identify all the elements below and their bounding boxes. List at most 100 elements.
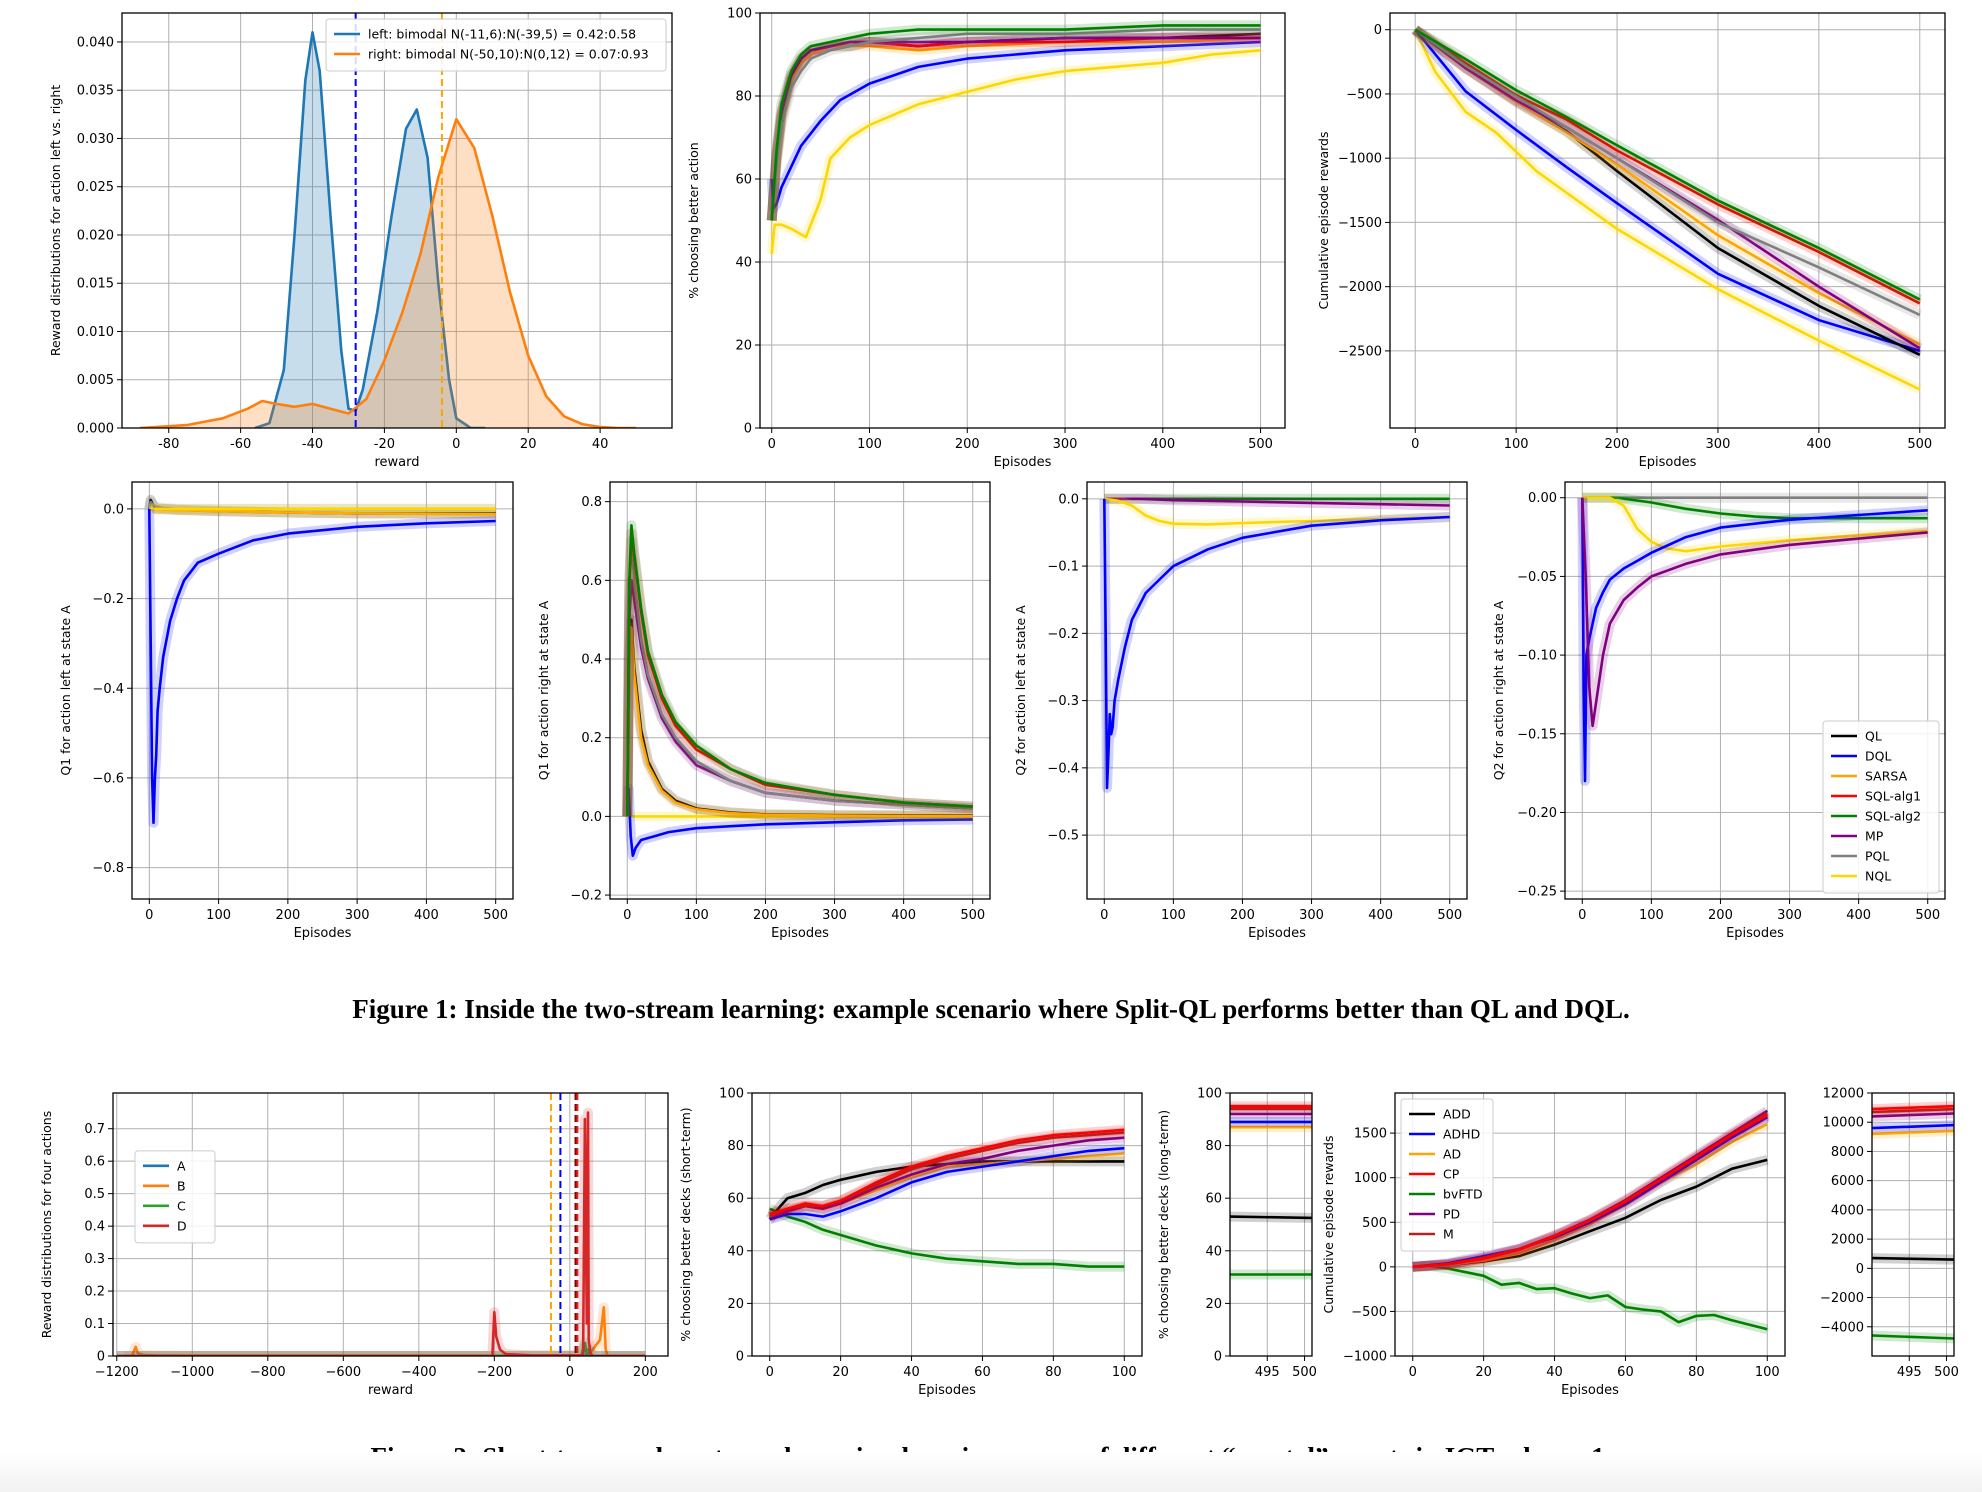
tick-labels: 495 500 −4000 −2000 0 2000 4000 6000 8000 10000 12… xyxy=(1820,1087,1959,1380)
y-tick-label: −1000 xyxy=(1343,1350,1387,1365)
y-axis-label: Q1 for action left at state A xyxy=(58,605,73,776)
y-axis-label: % choosing better decks (long-term) xyxy=(1156,1110,1171,1339)
y-tick-label: 12000 xyxy=(1823,1087,1864,1102)
x-tick-label: −800 xyxy=(250,1365,286,1380)
y-tick-label: 60 xyxy=(735,173,752,188)
y-tick-label: −2000 xyxy=(1820,1291,1864,1306)
legend-entry-cp: CP xyxy=(1443,1167,1460,1182)
x-tick-label: 500 xyxy=(960,908,985,923)
x-axis-label: Episodes xyxy=(1561,1383,1619,1398)
grid-lines xyxy=(1872,1092,1954,1356)
y-tick-label: 0.3 xyxy=(84,1252,105,1267)
x-tick-label: 400 xyxy=(891,908,916,923)
series-line-add xyxy=(1230,1215,1312,1220)
x-tick-label: 100 xyxy=(1755,1365,1780,1380)
x-tick-label: 200 xyxy=(1708,908,1733,923)
x-tick-label: 0 xyxy=(1409,1365,1417,1380)
y-axis-label: Q2 for action left at state A xyxy=(1013,605,1028,776)
y-tick-label: −0.15 xyxy=(1517,727,1557,742)
legend-entry-nql: NQL xyxy=(1865,869,1891,884)
y-tick-label: 2000 xyxy=(1831,1233,1864,1248)
legend-entry-pd: PD xyxy=(1443,1207,1460,1222)
y-tick-label: 0.1 xyxy=(84,1317,105,1332)
x-tick-label: 500 xyxy=(1292,1365,1317,1380)
x-axis-label: Episodes xyxy=(771,926,829,941)
tick-labels: 0 100 200 300 400 500 −0.25 −0.20 −0.15 −0.10 −0.0… xyxy=(1517,491,1940,923)
x-tick-label: 200 xyxy=(753,908,778,923)
y-axis-label: Reward distributions for four actions xyxy=(39,1111,54,1338)
y-tick-label: 0.4 xyxy=(581,653,602,668)
tick-labels: 0 100 200 300 400 500 −0.8 −0.6 −0.4 −0.2 0.0 xyxy=(92,502,508,923)
x-tick-label: -20 xyxy=(374,437,395,452)
plot-area xyxy=(1099,493,1450,793)
series-line-nql xyxy=(1104,497,1450,526)
series-line-sarsa xyxy=(626,626,973,818)
y-tick-label: −500 xyxy=(1346,87,1382,102)
band-b xyxy=(124,1302,646,1356)
series-line-dql xyxy=(1414,28,1921,353)
x-tick-label: 20 xyxy=(520,437,537,452)
series-line-left-bimodal-n-11-6-n-39 xyxy=(254,31,486,428)
tick-labels: 0 20 40 60 80 100 0 20 40 60 80 100 xyxy=(719,1087,1137,1380)
page-bottom-shade xyxy=(0,1452,1982,1492)
x-tick-label: −1200 xyxy=(95,1365,139,1380)
grid-lines xyxy=(132,482,513,899)
grid-lines xyxy=(1087,482,1467,899)
chart-f1a: -80 -60 -40 -20 0 20 40 0.000 0.005 0.010 0.015 0.0… xyxy=(48,12,673,470)
legend-entry-adhd: ADHD xyxy=(1443,1127,1480,1142)
series-line-dql xyxy=(148,508,496,825)
figure-1-caption: Figure 1: Inside the two-stream learning… xyxy=(352,994,1630,1024)
x-axis-label: reward xyxy=(374,455,419,470)
x-tick-label: −600 xyxy=(325,1365,361,1380)
series-line-pql xyxy=(1414,28,1921,317)
x-tick-label: 0 xyxy=(1100,908,1108,923)
axes-frame xyxy=(121,12,673,429)
series-line-cp xyxy=(1872,1104,1954,1111)
series-line-pql xyxy=(626,539,973,817)
band-sql-alg2 xyxy=(622,520,973,817)
y-tick-label: 60 xyxy=(1205,1192,1222,1207)
y-tick-label: −2500 xyxy=(1338,344,1382,359)
y-tick-label: −0.4 xyxy=(92,682,124,697)
chart-f1f: 0 100 200 300 400 500 −0.5 −0.4 −0.3 −0.2 −0.1 0.0 E… xyxy=(1013,481,1468,941)
series-line-bvftd xyxy=(1872,1334,1954,1340)
series-line-sql-alg2 xyxy=(626,524,973,817)
x-tick-label: 0 xyxy=(1411,437,1419,452)
band-dql xyxy=(144,508,496,828)
legend-entry-dql: DQL xyxy=(1865,749,1891,764)
y-tick-label: 40 xyxy=(727,1244,744,1259)
x-tick-label: 400 xyxy=(1806,437,1831,452)
y-tick-label: 0.040 xyxy=(77,35,114,50)
x-tick-label: 400 xyxy=(1846,908,1871,923)
y-tick-label: 0 xyxy=(1374,23,1382,38)
legend-entry-sql-alg2: SQL-alg2 xyxy=(1865,809,1921,824)
y-tick-label: −0.5 xyxy=(1047,829,1079,844)
x-tick-label: 0 xyxy=(768,437,776,452)
y-axis-label: Cumulative episode rewards xyxy=(1321,1136,1336,1314)
y-tick-label: 0 xyxy=(736,1350,744,1365)
series-line-nql xyxy=(770,49,1261,254)
series-line-sql-alg2 xyxy=(1414,28,1921,301)
x-tick-label: 0 xyxy=(766,1365,774,1380)
series-line-mp xyxy=(626,579,973,817)
x-tick-label: 100 xyxy=(684,908,709,923)
y-tick-label: 0.2 xyxy=(581,731,602,746)
plot-area xyxy=(1410,25,1923,394)
legend-entry-left-bimodal-n-1: left: bimodal N(-11,6):N(-39,5) = 0.42:0… xyxy=(368,27,636,42)
series-line-sql-alg2 xyxy=(1582,496,1928,520)
x-axis-label: Episodes xyxy=(1248,926,1306,941)
chart-f1c: 0 100 200 300 400 500 −2500 −2000 −1500 −1000 −500… xyxy=(1316,12,1946,470)
x-tick-label: 200 xyxy=(1605,437,1630,452)
x-axis-label: Episodes xyxy=(1639,455,1697,470)
y-tick-label: 20 xyxy=(727,1297,744,1312)
x-tick-label: 20 xyxy=(832,1365,849,1380)
y-tick-label: −0.20 xyxy=(1517,806,1557,821)
y-tick-label: 80 xyxy=(735,90,752,105)
x-tick-label: -60 xyxy=(230,437,251,452)
y-tick-label: 80 xyxy=(727,1139,744,1154)
x-tick-label: 40 xyxy=(903,1365,920,1380)
x-tick-label: 495 xyxy=(1255,1365,1280,1380)
y-tick-label: −2000 xyxy=(1338,280,1382,295)
legend: QL DQL SARSA SQL-alg1 SQL-alg2 MP PQL NQL xyxy=(1822,720,1940,894)
